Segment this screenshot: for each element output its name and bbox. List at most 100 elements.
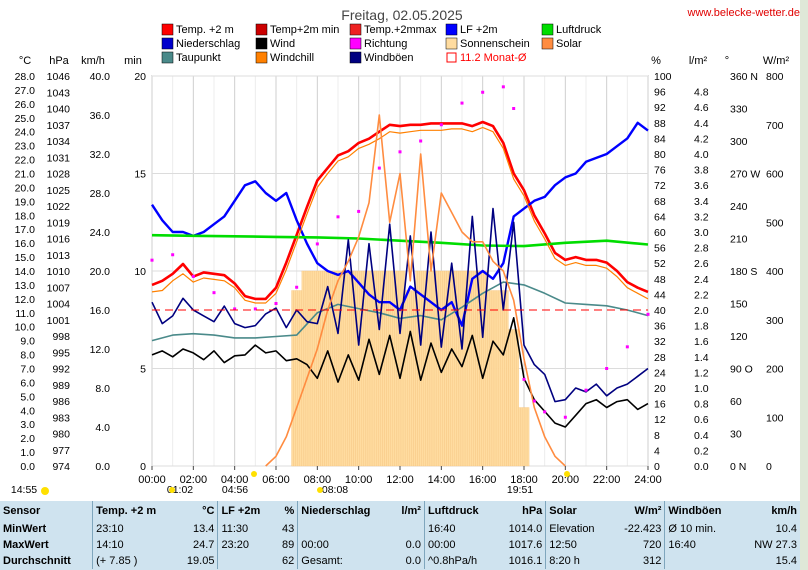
direction-point xyxy=(625,345,629,349)
y-tick-label: 1004 xyxy=(47,299,71,311)
sunshine-bar xyxy=(512,329,515,467)
y-tick-label: 92 xyxy=(654,102,666,114)
sunshine-bar xyxy=(363,270,366,467)
stats-cell: MaxWert xyxy=(3,539,49,551)
y-tick-label: 4.6 xyxy=(694,102,709,114)
sunshine-bar xyxy=(487,290,490,467)
legend-swatch xyxy=(255,23,268,36)
direction-point xyxy=(253,307,257,311)
legend-swatch xyxy=(255,37,268,50)
y-tick-label: 12 xyxy=(654,414,666,426)
y-tick-label: 1019 xyxy=(47,217,71,229)
y-tick-label: 974 xyxy=(52,461,70,473)
sunshine-bar xyxy=(431,270,435,467)
stats-cell: 8:20 h xyxy=(545,553,611,569)
y-tick-label: 6.0 xyxy=(20,377,35,389)
y-tick-label: 36.0 xyxy=(90,110,111,122)
y-tick-label: 1.0 xyxy=(694,383,709,395)
legend-swatch xyxy=(255,51,268,64)
axis-unit-label: km/h xyxy=(81,55,105,67)
axis-unit-label: l/m² xyxy=(689,55,708,67)
y-tick-label: 1028 xyxy=(47,169,71,181)
legend-swatch xyxy=(349,23,362,36)
stats-header-row: Sensor Temp. +2 m °C LF +2m % Niederschl… xyxy=(0,501,800,521)
legend-swatch xyxy=(349,51,362,64)
series-lines xyxy=(150,114,649,467)
legend-label: Wind xyxy=(270,38,295,50)
axis-unit-label: min xyxy=(124,55,142,67)
y-tick-label: 0 xyxy=(654,461,660,473)
x-tick-label: 12:00 xyxy=(386,474,414,486)
stats-cell: 12:50 xyxy=(545,537,611,553)
legend-swatch xyxy=(161,37,174,50)
sunshine-bar xyxy=(305,270,309,467)
y-tick-label: 80 xyxy=(654,149,666,161)
y-tick-label: 0.8 xyxy=(694,399,709,411)
y-tick-label: 9.0 xyxy=(20,336,35,348)
sunshine-bar xyxy=(419,270,422,467)
y-tick-label: 52 xyxy=(654,258,666,270)
series-line xyxy=(151,233,649,248)
sunshine-bar xyxy=(336,270,340,467)
y-tick-label: 60 xyxy=(654,227,666,239)
stats-cell: 720 xyxy=(643,539,662,551)
y-tick-label: 0 xyxy=(766,461,772,473)
y-tick-label: 88 xyxy=(654,118,666,130)
y-tick-label: 2.6 xyxy=(694,258,709,270)
stats-header-cell: l/m² xyxy=(401,505,421,517)
stats-cell: 00:00 xyxy=(297,537,392,553)
website-link[interactable]: www.belecke-wetter.de xyxy=(687,7,801,19)
y-tick-label: 60 xyxy=(730,396,742,408)
y-tick-label: 16.0 xyxy=(90,305,111,317)
y-tick-label: 10 xyxy=(134,266,146,278)
y-tick-label: 4.0 xyxy=(20,405,35,417)
y-tick-label: 986 xyxy=(52,396,70,408)
stats-header-cell: LF +2m xyxy=(217,501,275,521)
sunshine-bar xyxy=(481,270,484,467)
y-tick-label: 300 xyxy=(766,315,784,327)
y-tick-label: 18.0 xyxy=(15,210,36,222)
sunshine-bar xyxy=(475,270,478,467)
sunshine-bar xyxy=(355,270,358,467)
sunshine-bar xyxy=(357,270,360,467)
stats-header-cell: Sensor xyxy=(3,505,41,517)
legend-label: Richtung xyxy=(364,38,407,50)
series-line xyxy=(151,120,649,301)
time-annotation: 01:02 xyxy=(167,484,193,496)
stats-cell: 00:00 xyxy=(423,537,496,553)
direction-point xyxy=(501,85,505,89)
y-tick-label: 360 N xyxy=(730,71,758,83)
y-tick-label: 3.2 xyxy=(694,211,709,223)
legend-swatch xyxy=(161,23,174,36)
y-tick-label: 500 xyxy=(766,217,784,229)
sunshine-bar xyxy=(316,270,319,467)
y-tick-label: 1016 xyxy=(47,234,71,246)
y-tick-label: 200 xyxy=(766,364,784,376)
sunshine-bar xyxy=(392,270,395,467)
sunshine-bar xyxy=(338,270,342,467)
y-tick-label: 4.8 xyxy=(694,87,709,99)
stats-cell: 23:20 xyxy=(217,537,275,553)
y-tick-label: 8 xyxy=(654,430,660,442)
y-tick-label: 8.0 xyxy=(20,350,35,362)
y-tick-label: 240 xyxy=(730,201,748,213)
stats-cell: 1017.6 xyxy=(508,539,543,551)
y-tick-label: 1.4 xyxy=(694,352,709,364)
y-tick-label: 600 xyxy=(766,169,784,181)
y-tick-label: 72 xyxy=(654,180,666,192)
stats-cell: MinWert xyxy=(3,523,47,535)
legend-label: Temp+2m min xyxy=(270,24,339,36)
y-tick-label: 16.0 xyxy=(15,238,36,250)
stats-cell: -22.423 xyxy=(624,523,662,535)
direction-point xyxy=(419,139,423,143)
direction-point xyxy=(150,258,154,262)
y-tick-label: 84 xyxy=(654,133,666,145)
sunshine-bar xyxy=(312,270,315,467)
axis-unit-label: ° xyxy=(725,55,729,67)
stats-cell: 13.4 xyxy=(193,523,215,535)
stats-cell: 14:10 xyxy=(92,537,176,553)
direction-point xyxy=(295,285,299,289)
y-tick-label: 120 xyxy=(730,331,748,343)
sunshine-bar xyxy=(491,290,495,467)
stats-header-cell: °C xyxy=(202,505,215,517)
